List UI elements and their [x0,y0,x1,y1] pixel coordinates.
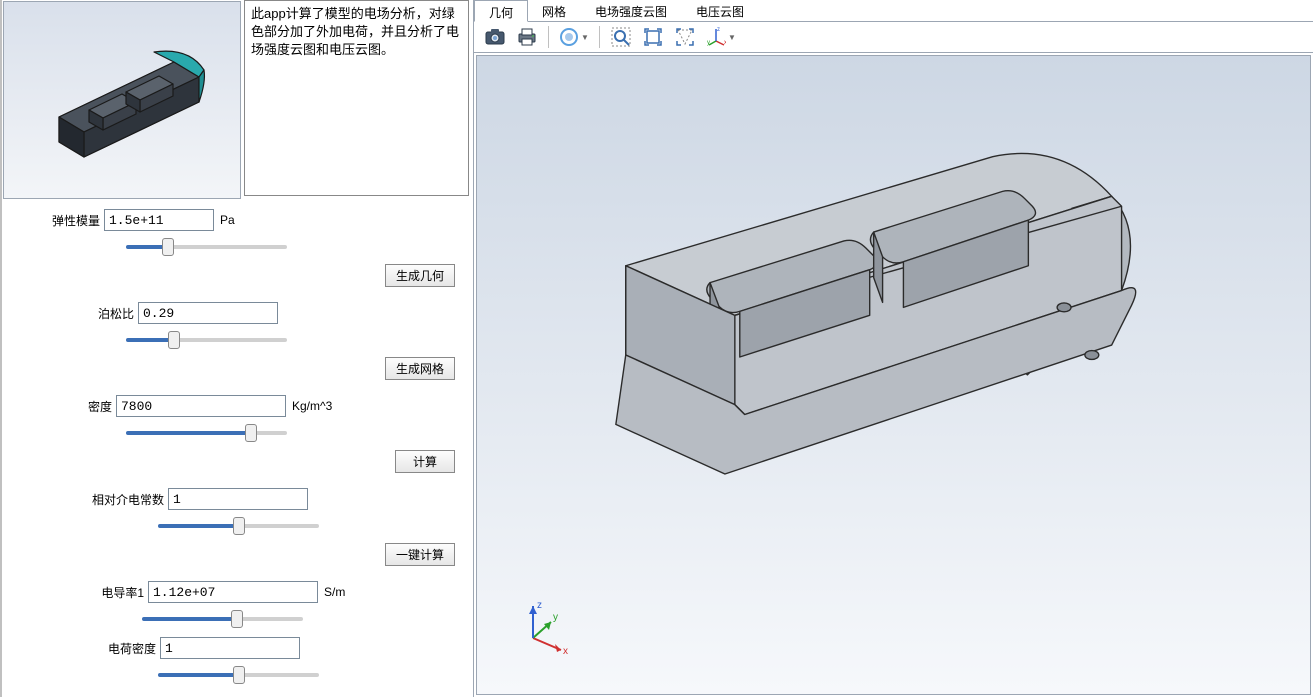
transparency-icon[interactable]: ▼ [557,24,591,50]
left-panel: 此app计算了模型的电场分析，对绿色部分加了外加电荷，并且分析了电场强度云图和电… [2,0,474,697]
tab-1[interactable]: 网格 [528,0,581,21]
param-label: 电导率1 [8,584,148,601]
param-3: 相对介电常数 [8,487,455,531]
param-unit: Kg/m^3 [292,399,332,413]
param-slider-3[interactable] [158,524,319,528]
viewport-toolbar: ▼ x y z ▼ [474,22,1313,53]
svg-text:x: x [724,40,726,46]
gen_geom-button[interactable]: 生成几何 [385,264,455,287]
description-text: 此app计算了模型的电场分析，对绿色部分加了外加电荷，并且分析了电场强度云图和电… [251,6,459,57]
param-input-1[interactable] [138,302,278,324]
param-slider-5[interactable] [158,673,319,677]
view-orientation-icon[interactable]: x y z ▼ [704,24,738,50]
param-input-5[interactable] [160,637,300,659]
model-thumbnail [3,1,241,199]
tab-bar: 几何网格电场强度云图电压云图 [474,0,1313,22]
param-unit: Pa [220,213,235,227]
zoom-window-icon[interactable] [608,24,634,50]
axis-y-label: y [553,612,558,623]
axis-triad: x y z [513,598,573,658]
param-0: 弹性模量 Pa [8,208,455,252]
axis-z-label: z [537,600,542,611]
param-label: 泊松比 [8,305,138,322]
axis-x-label: x [563,646,568,657]
zoom-extents-icon[interactable] [640,24,666,50]
compute-button[interactable]: 计算 [395,450,455,473]
chevron-down-icon: ▼ [728,33,736,42]
param-slider-1[interactable] [126,338,287,342]
toolbar-separator [548,26,549,48]
print-icon[interactable] [514,24,540,50]
toolbar-separator [599,26,600,48]
param-5: 电荷密度 [8,636,455,680]
param-label: 电荷密度 [8,640,160,657]
param-input-0[interactable] [104,209,214,231]
param-unit: S/m [324,585,345,599]
param-input-2[interactable] [116,395,286,417]
param-input-4[interactable] [148,581,318,603]
param-slider-4[interactable] [142,617,303,621]
geometry-viewport[interactable]: x y z [476,55,1311,695]
screenshot-icon[interactable] [482,24,508,50]
parameters-panel: 弹性模量 Pa 生成几何泊松比生成网格密度 Kg/m^3 计算相对介电常数一键计算电导率… [2,200,473,697]
tab-3[interactable]: 电压云图 [682,0,759,21]
svg-text:y: y [707,40,710,46]
tab-2[interactable]: 电场强度云图 [581,0,682,21]
param-label: 相对介电常数 [8,491,168,508]
param-label: 弹性模量 [8,212,104,229]
right-panel: 几何网格电场强度云图电压云图 ▼ [474,0,1313,697]
gen_mesh-button[interactable]: 生成网格 [385,357,455,380]
param-4: 电导率1 S/m [8,580,455,624]
chevron-down-icon: ▼ [581,33,589,42]
svg-text:z: z [717,27,720,33]
param-slider-0[interactable] [126,245,287,249]
param-2: 密度 Kg/m^3 [8,394,455,438]
param-1: 泊松比 [8,301,455,345]
param-label: 密度 [8,398,116,415]
tab-0[interactable]: 几何 [474,0,528,22]
param-slider-2[interactable] [126,431,287,435]
one_click-button[interactable]: 一键计算 [385,543,455,566]
description-box: 此app计算了模型的电场分析，对绿色部分加了外加电荷，并且分析了电场强度云图和电… [244,0,469,196]
zoom-selection-icon[interactable] [672,24,698,50]
param-input-3[interactable] [168,488,308,510]
